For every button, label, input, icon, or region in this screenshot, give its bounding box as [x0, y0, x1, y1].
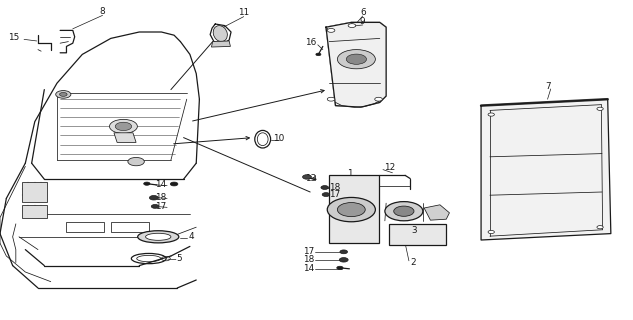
- Circle shape: [56, 91, 71, 98]
- Text: 18: 18: [329, 183, 341, 192]
- Text: 12: 12: [384, 163, 396, 172]
- Text: 17: 17: [303, 247, 314, 256]
- Polygon shape: [424, 205, 449, 220]
- Circle shape: [348, 24, 356, 28]
- Text: 17: 17: [329, 190, 341, 199]
- Text: 9: 9: [360, 17, 365, 26]
- Text: 14: 14: [303, 264, 314, 273]
- Circle shape: [144, 182, 150, 185]
- Bar: [389, 224, 446, 245]
- Text: 11: 11: [238, 8, 249, 17]
- Circle shape: [321, 186, 329, 189]
- Circle shape: [337, 203, 365, 217]
- Text: 2: 2: [410, 258, 416, 267]
- Text: 6: 6: [360, 8, 365, 17]
- Text: 7: 7: [546, 82, 551, 91]
- Text: 17: 17: [155, 202, 166, 211]
- Polygon shape: [329, 175, 379, 243]
- Circle shape: [60, 92, 67, 96]
- Circle shape: [597, 107, 603, 110]
- Text: 16: 16: [305, 38, 316, 47]
- Text: 18: 18: [303, 255, 314, 264]
- Text: 1: 1: [348, 169, 353, 178]
- Text: 8: 8: [99, 7, 106, 16]
- Circle shape: [303, 175, 311, 179]
- Polygon shape: [22, 182, 47, 202]
- Polygon shape: [114, 133, 136, 142]
- Circle shape: [149, 196, 158, 200]
- Circle shape: [327, 97, 335, 101]
- Circle shape: [337, 50, 375, 69]
- Circle shape: [128, 157, 144, 166]
- Text: 14: 14: [155, 180, 166, 189]
- Text: 4: 4: [189, 232, 194, 241]
- Circle shape: [339, 258, 348, 262]
- Circle shape: [327, 28, 335, 32]
- Circle shape: [110, 119, 137, 133]
- Ellipse shape: [213, 26, 227, 42]
- Circle shape: [346, 54, 367, 64]
- Circle shape: [170, 182, 178, 186]
- Circle shape: [151, 204, 159, 208]
- Circle shape: [340, 250, 348, 254]
- Bar: [66, 222, 104, 232]
- Text: 18: 18: [155, 193, 166, 202]
- Circle shape: [375, 97, 382, 101]
- Text: 13: 13: [304, 174, 316, 183]
- Circle shape: [316, 53, 321, 56]
- Text: 15: 15: [8, 33, 20, 42]
- Circle shape: [337, 266, 343, 269]
- Polygon shape: [481, 99, 611, 240]
- Circle shape: [385, 202, 423, 221]
- Circle shape: [488, 230, 494, 234]
- Circle shape: [327, 197, 375, 222]
- Ellipse shape: [254, 131, 271, 148]
- Polygon shape: [326, 22, 386, 107]
- Circle shape: [488, 113, 494, 116]
- Text: 3: 3: [411, 226, 417, 235]
- Polygon shape: [211, 41, 230, 47]
- Circle shape: [115, 122, 132, 131]
- Text: 10: 10: [273, 134, 285, 143]
- Ellipse shape: [138, 231, 179, 243]
- Polygon shape: [22, 205, 47, 218]
- Circle shape: [322, 193, 330, 196]
- Text: 5: 5: [177, 254, 182, 263]
- Circle shape: [597, 226, 603, 229]
- Bar: [111, 222, 149, 232]
- Circle shape: [394, 206, 414, 216]
- Ellipse shape: [146, 233, 171, 240]
